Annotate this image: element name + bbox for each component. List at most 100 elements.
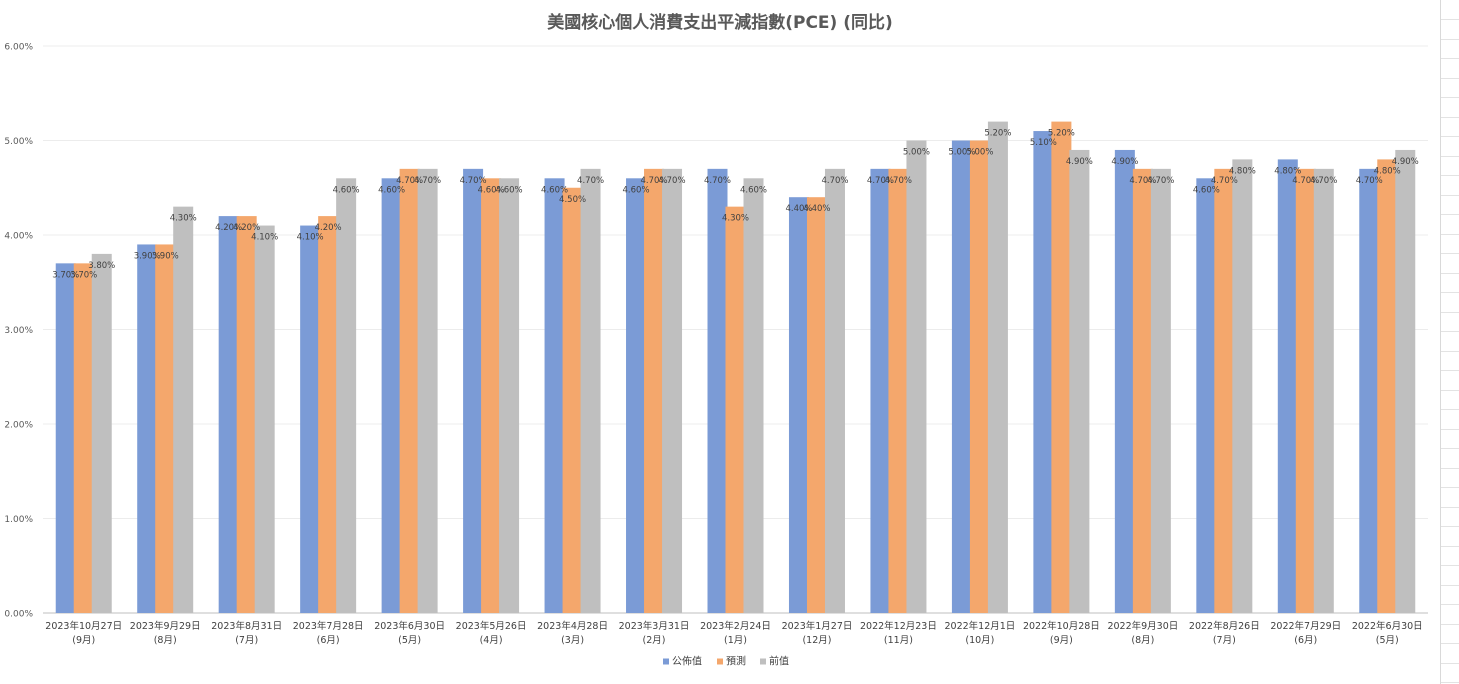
data-label: 4.10% [251, 233, 278, 243]
bar [499, 178, 520, 614]
data-label: 4.70% [1147, 176, 1174, 186]
bar [580, 168, 601, 613]
x-tick-label-month: (8月) [1131, 635, 1154, 646]
grid-cell-line [1441, 487, 1459, 488]
grid-cell-line [1441, 233, 1459, 235]
bar [1232, 159, 1253, 613]
x-tick-label: 2023年7月28日 [293, 620, 364, 632]
bar [1277, 159, 1298, 613]
data-label: 3.70% [52, 270, 79, 280]
bar [399, 168, 420, 613]
data-label: 4.70% [867, 176, 894, 186]
data-label: 4.60% [333, 185, 360, 195]
data-label: 3.70% [70, 270, 97, 280]
data-label: 4.50% [559, 195, 586, 205]
data-label: 4.20% [233, 223, 260, 233]
data-label: 4.20% [215, 223, 242, 233]
grid-cell-line [1441, 350, 1459, 352]
x-tick-label-month: (11月) [884, 635, 913, 646]
x-tick-label-month: (9月) [72, 635, 95, 646]
data-label: 3.90% [152, 251, 179, 261]
data-label: 4.70% [1310, 176, 1337, 186]
y-tick-label: 6.00% [4, 43, 33, 53]
x-tick-label: 2023年5月26日 [456, 620, 527, 632]
data-label: 4.70% [396, 176, 423, 186]
x-tick-label: 2023年6月30日 [374, 620, 445, 632]
x-tick-label-month: (2月) [643, 635, 666, 646]
grid-cell-line [1441, 175, 1459, 176]
data-label: 4.70% [821, 176, 848, 186]
bar [987, 121, 1008, 613]
grid-cell-line [1441, 155, 1459, 157]
bar [55, 263, 76, 613]
x-tick-label-month: (1月) [724, 635, 747, 646]
bar [1051, 121, 1072, 613]
grid-cell-line [1441, 643, 1459, 644]
bar [1295, 168, 1316, 613]
bar [1359, 168, 1380, 613]
bar [254, 225, 275, 614]
grid-cell-line [1441, 253, 1459, 254]
x-tick-label-month: (12月) [802, 635, 831, 646]
bar [1196, 178, 1217, 614]
grid-cell-line [1441, 682, 1459, 683]
bar [725, 206, 746, 613]
bar [155, 244, 176, 613]
data-label: 4.70% [704, 176, 731, 186]
data-label: 5.10% [1030, 138, 1057, 148]
grid-cell-line [1441, 116, 1459, 118]
grid-cell-line [1441, 662, 1459, 664]
data-label: 5.00% [948, 148, 975, 158]
bar [173, 206, 194, 613]
bar [1114, 149, 1135, 613]
x-tick-label-month: (8月) [154, 635, 177, 646]
data-label: 4.70% [885, 176, 912, 186]
data-label: 4.30% [722, 214, 749, 224]
grid-cell-line [1441, 526, 1459, 527]
bar [707, 168, 728, 613]
spreadsheet-grid-edge [1440, 0, 1459, 684]
x-tick-label: 2023年3月31日 [619, 620, 690, 632]
bar [951, 140, 972, 613]
x-tick-label: 2022年7月29日 [1270, 620, 1341, 632]
bar [806, 197, 827, 613]
data-label: 4.80% [1374, 166, 1401, 176]
bar [788, 197, 809, 613]
bar [463, 168, 484, 613]
grid-cell-line [1441, 97, 1459, 98]
bar [381, 178, 402, 614]
bar [1395, 149, 1416, 613]
bar [743, 178, 764, 614]
x-tick-label-month: (9月) [1050, 635, 1073, 646]
bar [969, 140, 990, 613]
data-label: 4.30% [170, 214, 197, 224]
data-label: 5.20% [984, 129, 1011, 139]
grid-cell-line [1441, 214, 1459, 215]
grid-cell-line [1441, 194, 1459, 196]
bar [1214, 168, 1235, 613]
data-label: 3.90% [134, 251, 161, 261]
legend-swatch [717, 658, 723, 665]
y-tick-label: 5.00% [4, 137, 33, 147]
data-label: 4.80% [1229, 166, 1256, 176]
grid-cell-line [1441, 38, 1459, 40]
data-label: 4.70% [577, 176, 604, 186]
grid-cell-line [1441, 136, 1459, 137]
x-tick-label: 2023年4月28日 [537, 620, 608, 632]
x-tick-label-month: (7月) [235, 635, 258, 646]
bar [300, 225, 321, 614]
grid-cell-line [1441, 331, 1459, 332]
bar [318, 216, 339, 613]
bar [906, 140, 927, 613]
bar [91, 253, 112, 613]
x-tick-label: 2022年10月28日 [1023, 620, 1100, 632]
data-label: 4.90% [1392, 157, 1419, 167]
grid-cell-line [1441, 19, 1459, 20]
data-label: 4.20% [315, 223, 342, 233]
y-tick-label: 3.00% [4, 326, 33, 336]
x-tick-label: 2022年6月30日 [1352, 620, 1423, 632]
x-tick-label-month: (7月) [1213, 635, 1236, 646]
data-label: 5.20% [1048, 129, 1075, 139]
legend-swatch [760, 658, 766, 665]
